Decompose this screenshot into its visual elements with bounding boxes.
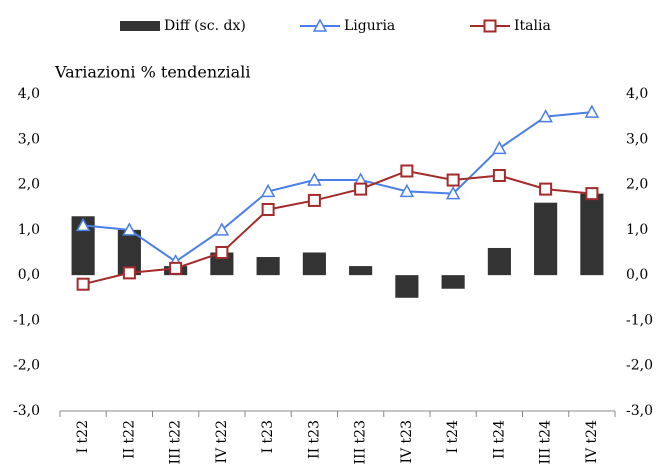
point-marker (260, 183, 276, 198)
point-marker (122, 266, 136, 280)
point-marker (75, 217, 91, 232)
point-marker (539, 182, 553, 196)
x-tick-label: II t23 (306, 420, 322, 459)
point-marker (538, 109, 553, 123)
bar (534, 202, 558, 276)
point-marker (492, 140, 507, 155)
legend-swatch (120, 21, 160, 31)
line (82, 169, 592, 286)
point-marker (307, 172, 322, 186)
bar (302, 252, 326, 276)
point-marker (76, 277, 90, 291)
point-marker (445, 186, 461, 200)
point-marker (215, 246, 229, 259)
point-marker (354, 182, 368, 196)
point-marker (584, 104, 600, 118)
bar (441, 275, 465, 289)
point-marker (492, 169, 506, 183)
y2-tick-label: 1,0 (626, 222, 648, 238)
point-marker (585, 187, 599, 201)
point-marker (400, 164, 414, 178)
x-tick-label: IV t23 (399, 420, 415, 464)
bar (580, 193, 604, 276)
y2-tick-label: 3,0 (626, 131, 648, 147)
point-marker (446, 173, 460, 187)
point-marker (399, 183, 415, 198)
x-tick-label: I t24 (445, 420, 461, 454)
x-tick-label: III t24 (538, 420, 554, 465)
y2-tick-label: -1,0 (626, 312, 653, 328)
y-tick-label: 0,0 (18, 267, 40, 283)
point-marker (169, 261, 183, 275)
point-marker (122, 222, 137, 236)
y-tick-label: 1,0 (18, 222, 40, 238)
y-tick-label: 4,0 (18, 86, 40, 102)
legend-label: Diff (sc. dx) (164, 18, 246, 34)
bar (487, 247, 511, 276)
y2-tick-label: -3,0 (626, 403, 653, 419)
legend-marker (312, 18, 328, 32)
bar (395, 275, 419, 298)
y-tick-label: 2,0 (18, 177, 40, 193)
point-marker (261, 202, 275, 216)
y2-tick-label: 0,0 (626, 267, 648, 283)
line (83, 111, 592, 263)
y-tick-label: 3,0 (18, 131, 40, 147)
bar (349, 266, 373, 276)
legend-label: Italia (514, 18, 551, 34)
x-tick-label: I t23 (260, 420, 276, 453)
chart-subtitle: Variazioni % tendenziali (54, 63, 250, 82)
y-tick-label: -1,0 (13, 312, 40, 328)
y2-tick-label: 2,0 (626, 177, 648, 193)
y2-tick-label: -2,0 (626, 358, 653, 374)
x-tick-label: III t23 (353, 420, 369, 464)
y-tick-label: -2,0 (13, 358, 40, 374)
x-tick-label: I t22 (75, 420, 91, 453)
x-tick-label: III t22 (168, 420, 184, 464)
x-tick-label: IV t22 (214, 420, 230, 464)
point-marker (307, 193, 321, 207)
bar (256, 257, 280, 276)
x-tick-label: II t22 (121, 420, 137, 459)
x-tick-label: II t24 (491, 420, 507, 459)
bar (117, 229, 141, 276)
legend-marker (483, 19, 497, 33)
y-tick-label: -3,0 (13, 403, 40, 419)
y2-tick-label: 4,0 (626, 86, 648, 102)
legend-label: Liguria (344, 18, 395, 34)
x-tick-label: IV t24 (584, 420, 600, 464)
point-marker (214, 222, 230, 236)
